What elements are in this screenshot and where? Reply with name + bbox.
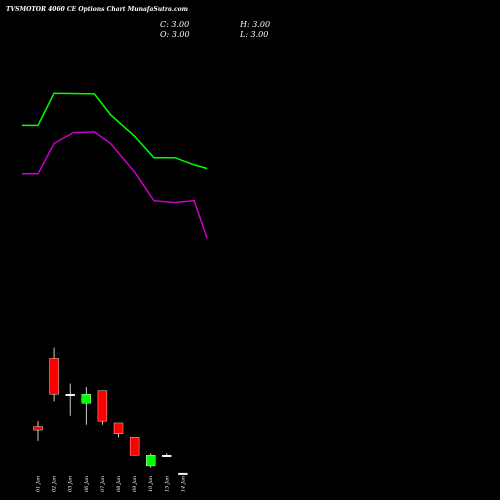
close-readout: C: 3.00 [160, 20, 189, 29]
lower-band-line [21, 131, 208, 239]
chart-title: TVSMOTOR 4060 CE Options Chart MunafaSut… [6, 6, 188, 13]
x-tick-label: 02 Jan [52, 476, 58, 492]
candle-body [97, 390, 108, 422]
candle [162, 453, 172, 457]
candle [145, 453, 156, 468]
x-tick-label: 01 Jan [36, 476, 42, 492]
candle-body [162, 454, 172, 457]
x-axis-ticks: 01 Jan 02 Jan 03 Jan 06 Jan 07 Jan 08 Jan 09 J… [36, 476, 187, 492]
x-tick-label: 09 Jan [132, 476, 138, 492]
x-tick-label: 06 Jan [84, 476, 90, 492]
open-readout: O: 3.00 [160, 30, 190, 39]
candles-layer [33, 347, 188, 475]
x-tick-label: 13 Jan [164, 476, 170, 492]
x-tick-label: 07 Jan [100, 476, 106, 492]
candle [129, 437, 140, 456]
x-tick-label: 03 Jan [68, 476, 74, 492]
candle [81, 387, 92, 425]
candle-body [65, 394, 75, 396]
candle-body [81, 394, 92, 404]
candle [178, 472, 188, 475]
candle [113, 422, 124, 438]
candle [33, 421, 43, 441]
candle [49, 347, 59, 402]
candle-body [145, 454, 156, 467]
upper-band-line [21, 92, 208, 170]
candle-body [178, 472, 188, 475]
candle-body [113, 422, 124, 434]
candle [65, 383, 75, 416]
candle-body [33, 426, 43, 431]
candle [97, 390, 108, 425]
x-tick-label: 08 Jan [116, 476, 122, 492]
candle-body [129, 437, 140, 456]
low-readout: L: 3.00 [239, 30, 268, 39]
x-tick-label: 10 Jan [148, 476, 154, 492]
candle-body [49, 358, 59, 395]
high-readout: H: 3.00 [239, 20, 270, 29]
x-tick-label: 14 Jan [180, 476, 186, 492]
bands-layer [21, 92, 208, 239]
